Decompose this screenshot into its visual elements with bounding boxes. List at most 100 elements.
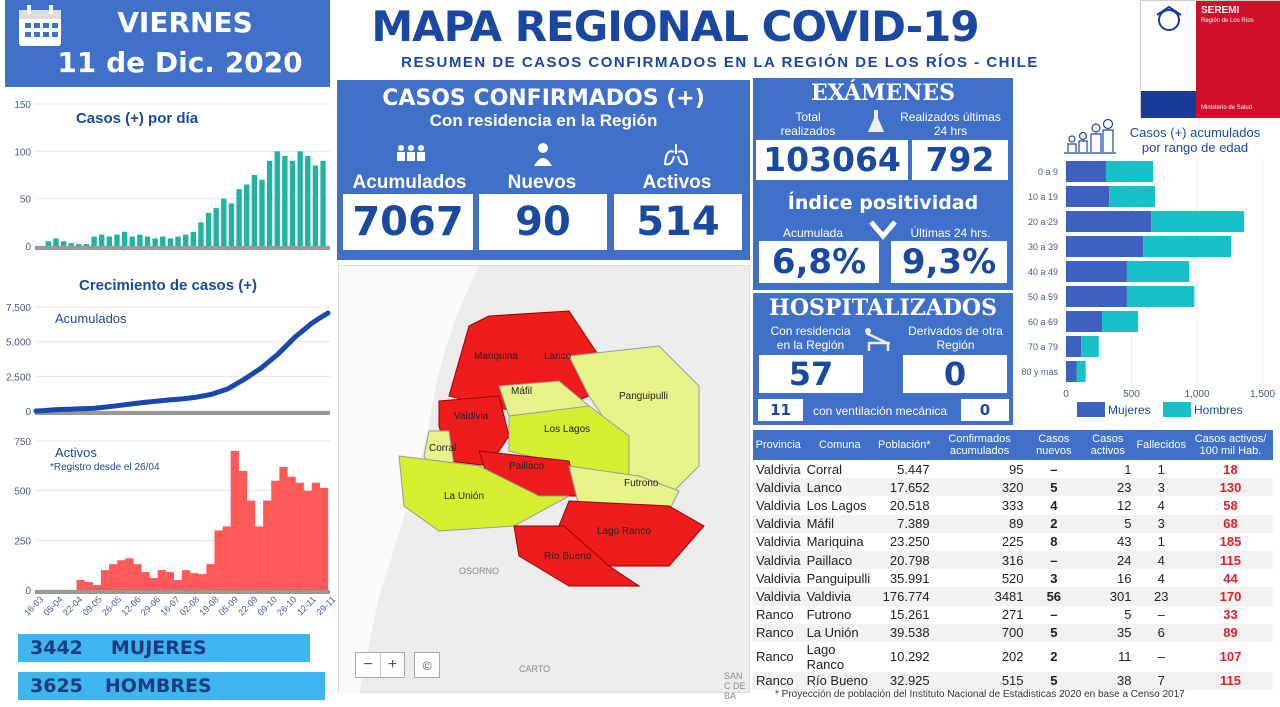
daily-bar	[167, 238, 174, 246]
hospital-bed-icon	[865, 328, 890, 351]
data-point	[134, 401, 138, 405]
daily-bar	[68, 243, 74, 246]
map-label: SAN C DE BA	[724, 671, 746, 701]
daily-bar	[198, 222, 204, 246]
map-label: Mariquina	[474, 351, 518, 362]
legend-swatch	[1077, 402, 1105, 417]
table-cell: 68	[1187, 514, 1273, 533]
person-icon	[534, 143, 552, 166]
column-header: Confirmados acumulados	[932, 430, 1027, 460]
region-map[interactable]: Mariquina Lanco Máfil Panguipulli Valdivia Lo…	[338, 265, 750, 701]
table-cell: –	[1050, 461, 1058, 477]
chart-title: Casos (+) por día	[76, 110, 199, 127]
y-tick-label: 0	[25, 407, 31, 418]
y-tick-label: 50	[20, 195, 32, 206]
active-bar	[238, 470, 248, 590]
table-cell: Valdivia	[753, 587, 804, 606]
commune-rio-bueno[interactable]	[513, 525, 641, 587]
x-tick-label: 19-08	[197, 594, 220, 617]
table-cell: Valdivia	[753, 514, 804, 533]
column-header: Población*	[876, 430, 933, 460]
table-cell: 2	[1026, 514, 1082, 533]
zoom-out-button[interactable]: −	[363, 656, 373, 673]
daily-bar	[160, 236, 166, 246]
age-bar-hombres	[1102, 311, 1139, 332]
data-point	[193, 395, 197, 399]
commune-futrono[interactable]	[568, 465, 680, 512]
x-tick-label: 1,000	[1184, 389, 1209, 400]
table-cell: Futrono	[806, 607, 852, 623]
table-cell: Ranco	[753, 623, 804, 642]
table-cell: 89	[1187, 623, 1273, 642]
table-cell: 5	[1026, 623, 1082, 642]
category-label: 70 a 79	[1028, 342, 1058, 352]
age-bar-mujeres	[1066, 286, 1127, 307]
category-label: 20 a 29	[1028, 217, 1058, 227]
table-cell: Valdivia	[756, 570, 801, 586]
data-point	[176, 397, 180, 401]
table-cell: 33	[1223, 607, 1238, 623]
table-cell: Máfil	[803, 514, 877, 533]
y-tick-label: 0	[25, 586, 31, 597]
table-row: Valdivia Corral 5.447 95 – 1 1 18	[753, 460, 1273, 478]
active-bar	[206, 564, 215, 590]
daily-bar	[106, 236, 113, 246]
x-tick-label: 12-06	[119, 594, 142, 617]
daily-bar	[228, 203, 235, 246]
coat-of-arms-icon	[1156, 5, 1182, 31]
active-bar	[319, 487, 329, 590]
y-tick-label: 250	[14, 536, 31, 547]
daily-bar	[76, 244, 82, 246]
table-cell: 202	[1001, 649, 1024, 665]
day: VIERNES	[117, 6, 253, 39]
table-cell: 5	[1124, 607, 1132, 623]
daily-bar	[91, 236, 97, 246]
data-point	[67, 407, 71, 411]
table-cell: 185	[1219, 534, 1242, 550]
table-cell: Valdivia	[756, 534, 801, 550]
x-tick-label: 16-03	[22, 594, 45, 617]
table-cell: 4	[1157, 570, 1165, 586]
people-icon	[397, 145, 425, 161]
x-tick-label: 09-10	[256, 594, 279, 617]
y-tick-label: 2,500	[6, 372, 31, 383]
legend-label: Hombres	[1194, 403, 1243, 417]
legend-swatch	[1163, 402, 1191, 417]
age-bar-mujeres	[1066, 236, 1144, 257]
active-bar	[165, 572, 175, 590]
communes-table: Provincia Comuna Población* Confirmados acu…	[753, 430, 1273, 691]
zoom-in-button[interactable]: +	[380, 653, 404, 677]
activos-value: 514	[614, 194, 742, 250]
active-bar	[263, 500, 272, 590]
data-point	[167, 398, 171, 402]
table-cell: 115	[1187, 671, 1273, 691]
age-bar-hombres	[1151, 211, 1245, 232]
y-tick-label: 750	[14, 437, 31, 448]
seremi-logo: SEREMI Región de Los Ríos Ministerio de …	[1140, 0, 1280, 118]
table-cell: 7.389	[876, 514, 933, 533]
daily-bar	[45, 241, 51, 246]
column-header: Comuna	[803, 430, 877, 460]
table-cell: 89	[932, 514, 1027, 533]
commune-la-union[interactable]	[398, 455, 570, 532]
map-label: Lanco	[544, 351, 572, 362]
x-tick-label: 05-09	[217, 594, 240, 617]
age-bar-hombres	[1081, 336, 1099, 357]
y-tick-label: 7,500	[6, 303, 31, 314]
active-bar	[271, 480, 280, 590]
x-tick-label: 26-10	[275, 594, 298, 617]
table-cell: Mariquina	[806, 534, 864, 550]
age-bar-mujeres	[1066, 361, 1077, 382]
data-point	[301, 329, 305, 333]
daily-bar	[320, 160, 326, 246]
table-cell: –	[1157, 607, 1165, 623]
active-bar	[84, 582, 93, 590]
table-cell: 24	[1081, 550, 1135, 570]
attribution-button[interactable]: ©	[414, 652, 440, 678]
data-point	[293, 336, 297, 340]
daily-bar	[137, 234, 143, 246]
table-cell: 35.991	[889, 570, 930, 586]
table-row: Ranco Futrono 15.261 271 – 5 – 33	[753, 606, 1273, 624]
table-cell: 115	[1187, 550, 1273, 570]
